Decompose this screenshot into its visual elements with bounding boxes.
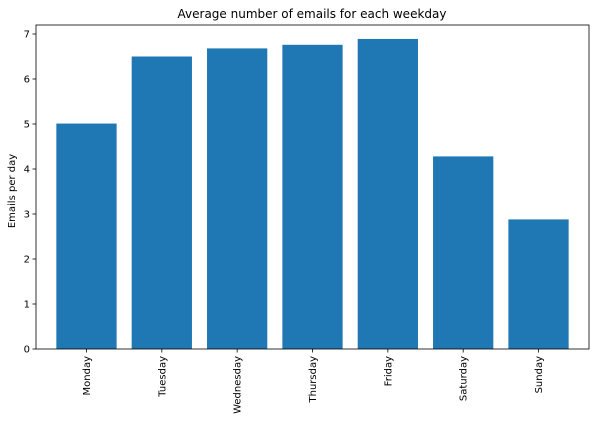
x-tick-label: Monday xyxy=(82,356,93,396)
x-tick-label: Friday xyxy=(383,356,394,386)
x-axis: Monday Tuesday Wednesday Thursday Friday Satu… xyxy=(82,349,545,414)
y-axis-label: Emails per day xyxy=(7,154,18,228)
x-tick-label: Sunday xyxy=(534,356,545,393)
y-tick-label: 4 xyxy=(24,165,30,176)
x-tick-label: Thursday xyxy=(308,356,319,404)
x-tick-label: Tuesday xyxy=(157,356,168,398)
x-tick-label: Wednesday xyxy=(233,356,244,414)
plot-frame xyxy=(35,24,590,350)
y-tick-label: 7 xyxy=(24,30,30,41)
bar-saturday xyxy=(433,156,494,349)
bar-thursday xyxy=(282,44,343,350)
bar-tuesday xyxy=(131,56,192,349)
x-tick-label: Saturday xyxy=(459,356,470,401)
y-tick-label: 2 xyxy=(24,255,30,266)
y-tick-label: 1 xyxy=(24,300,30,311)
y-tick-label: 5 xyxy=(24,120,30,131)
bars-group xyxy=(56,38,569,350)
chart-title: Average number of emails for each weekda… xyxy=(178,7,447,21)
bar-wednesday xyxy=(207,48,268,350)
y-tick-label: 0 xyxy=(24,345,30,356)
y-tick-label: 3 xyxy=(24,210,30,221)
bar-sunday xyxy=(508,219,569,349)
y-tick-label: 6 xyxy=(24,75,30,86)
bar-monday xyxy=(56,123,117,349)
y-axis: 0 1 2 3 4 5 6 7 xyxy=(24,30,36,356)
bar-friday xyxy=(357,38,418,349)
